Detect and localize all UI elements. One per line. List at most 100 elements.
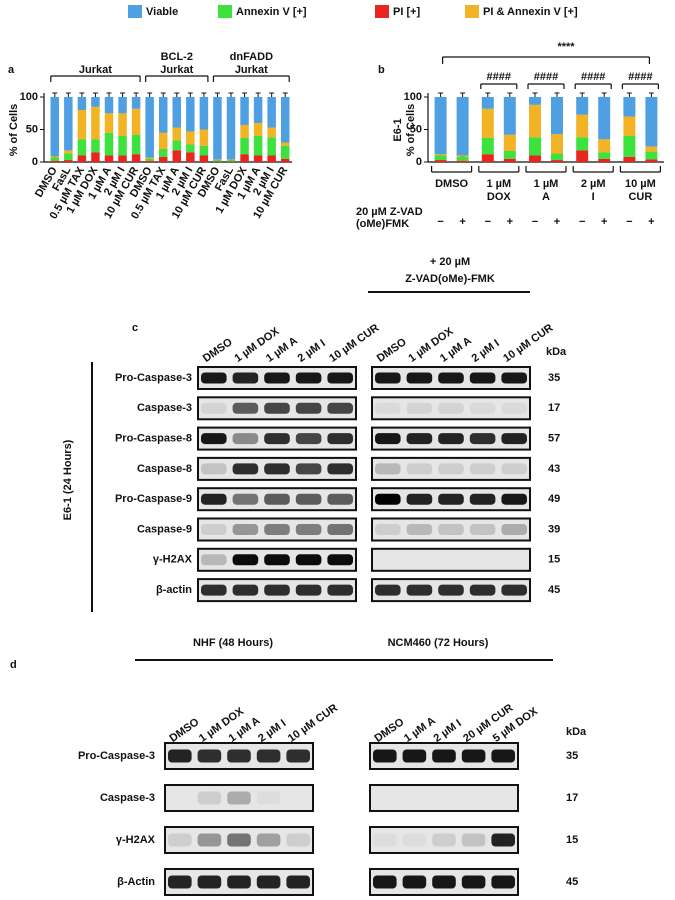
bar-segment: [186, 152, 195, 162]
group-label: 1 µM: [534, 178, 559, 190]
band: [227, 833, 251, 847]
band: [227, 749, 251, 763]
annotation: ****: [557, 41, 575, 53]
row-label: γ-H2AX: [116, 834, 156, 846]
band: [406, 402, 433, 414]
blot-frame: [371, 517, 531, 542]
bar-segment: [240, 137, 249, 155]
bar-segment: [118, 136, 127, 156]
bar-segment: [226, 97, 236, 160]
x-tick-label: −: [626, 216, 632, 228]
band: [438, 433, 464, 445]
bar-segment: [240, 97, 249, 125]
band: [375, 433, 401, 445]
kda-value: 17: [548, 402, 560, 414]
band: [295, 524, 322, 535]
group-label: DOX: [487, 191, 512, 203]
band: [232, 524, 259, 535]
bar-segment: [145, 97, 154, 158]
panel-label: d: [10, 659, 17, 671]
band: [373, 749, 397, 763]
bar-segment: [623, 97, 636, 117]
bar-segment: [503, 134, 516, 151]
band: [286, 749, 310, 763]
group-label: BCL-2: [161, 51, 193, 63]
bar-segment: [64, 153, 73, 161]
bar-segment: [551, 153, 563, 161]
bar-segment: [213, 160, 222, 162]
band: [256, 791, 281, 805]
bar-segment: [213, 97, 222, 160]
row-label: Pro-Caspase-8: [115, 433, 192, 445]
bar-segment: [213, 161, 222, 162]
legend-label: PI & Annexin V [+]: [483, 6, 578, 18]
band: [469, 493, 496, 505]
y-axis-label: % of Cells: [8, 104, 20, 157]
bar-segment: [456, 156, 469, 161]
row-label: 20 µM Z-VAD: [356, 206, 423, 218]
lane-label: 10 µM CUR: [286, 702, 340, 745]
group-label: A: [542, 191, 550, 203]
bar-segment: [529, 137, 541, 156]
group-label: CUR: [628, 191, 652, 203]
band: [227, 791, 251, 805]
band: [232, 372, 259, 384]
lane-label: DMSO: [372, 716, 406, 745]
bar-segment: [50, 157, 60, 161]
band: [256, 833, 281, 847]
y-tick-label: 50: [26, 123, 38, 135]
bar-segment: [645, 146, 658, 152]
band: [232, 584, 259, 596]
bar-segment: [551, 134, 563, 154]
bar-segment: [104, 113, 114, 133]
bar-segment: [186, 131, 195, 145]
bar-segment: [145, 157, 154, 159]
legend-label: Annexin V [+]: [236, 6, 307, 18]
bar-segment: [199, 129, 209, 146]
band: [432, 875, 456, 889]
band: [406, 463, 433, 475]
band: [491, 833, 515, 847]
bar-segment: [77, 110, 87, 140]
bar-segment: [280, 142, 290, 146]
band: [501, 402, 527, 414]
bar-segment: [118, 113, 127, 136]
bar-segment: [77, 139, 87, 156]
kda-value: 35: [548, 372, 560, 384]
lane-label: DMSO: [201, 336, 235, 365]
row-label: Pro-Caspase-9: [115, 493, 192, 505]
bar-segment: [50, 97, 60, 157]
lane-label: 2 µM I: [256, 717, 288, 744]
bar-segment: [267, 127, 276, 138]
band: [197, 791, 222, 805]
row-label: Caspase-9: [137, 523, 192, 535]
band: [469, 402, 496, 414]
bar-segment: [280, 158, 290, 162]
bar-segment: [172, 97, 182, 128]
bar-segment: [253, 136, 263, 156]
band: [406, 433, 433, 445]
bar-segment: [267, 137, 276, 156]
bar-segment: [481, 97, 494, 109]
bar-segment: [434, 154, 447, 156]
bar-segment: [456, 160, 469, 162]
row-label: β-Actin: [117, 876, 155, 888]
kda-value: 45: [548, 584, 560, 596]
band: [295, 493, 322, 505]
panel-label: c: [132, 322, 138, 334]
bar-segment: [576, 97, 589, 115]
band: [295, 584, 322, 596]
bar-segment: [280, 97, 290, 143]
bar-segment: [280, 145, 290, 159]
band: [438, 463, 464, 475]
band: [501, 524, 527, 535]
lane-label: 2 µM I: [432, 717, 464, 744]
band: [197, 749, 222, 763]
bar-segment: [456, 97, 469, 156]
x-tick-label: −: [532, 216, 538, 228]
band: [438, 402, 464, 414]
lane-label: 2 µM I: [470, 337, 502, 364]
bar-segment: [623, 136, 636, 157]
kda-value: 45: [566, 876, 578, 888]
band: [402, 875, 427, 889]
